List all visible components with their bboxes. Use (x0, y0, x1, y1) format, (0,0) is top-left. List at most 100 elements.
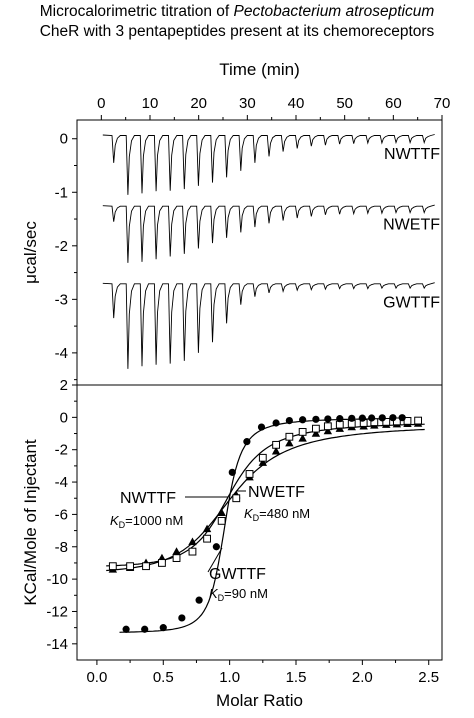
data-point-gwttf (195, 596, 203, 604)
ucal-tick-label: -4 (55, 345, 68, 362)
kcal-tick-label: -10 (46, 571, 68, 588)
kcal-tick-label: -8 (55, 539, 68, 556)
chart-title-line1-organism: Pectobacterium atrosepticum (233, 3, 435, 20)
data-point-nwetf (217, 516, 226, 525)
data-point-gwttf (348, 414, 356, 422)
data-point-nwetf (312, 424, 320, 433)
isotherm-frame (76, 384, 443, 661)
data-point-gwttf (243, 438, 251, 446)
ratio-axis-label: Molar Ratio (216, 691, 303, 710)
ratio-tick-label: 2.0 (352, 669, 373, 686)
thermogram-series-label: NWETF (383, 217, 440, 234)
data-point-nwttf (271, 446, 281, 455)
kd-annotation-nwttf: KD=1000 nM (110, 513, 183, 530)
data-point-gwttf (228, 468, 236, 476)
thermogram-trace-nwttf (102, 134, 435, 195)
ucal-tick-label: -3 (55, 291, 68, 308)
data-point-nwetf (298, 428, 307, 436)
thermogram-trace-nwetf (102, 204, 435, 263)
time-tick-label: 50 (336, 95, 353, 112)
data-point-nwetf (258, 453, 267, 462)
kd-annotation-nwetf: KD=480 nM (244, 506, 310, 523)
time-axis-label: Time (min) (219, 60, 300, 79)
series-annotation-nwttf: NWTTF (120, 490, 176, 507)
ucal-tick-label: -1 (55, 184, 68, 201)
thermogram-trace-gwttf (102, 282, 435, 369)
data-point-nwetf (126, 562, 134, 571)
ratio-tick-label: 0.0 (86, 669, 107, 686)
ratio-tick-label: 1.0 (219, 669, 240, 686)
data-point-nwetf (142, 562, 150, 571)
thermogram-panel: 0 10 20 30 40 50 60 70 Time (min) 0 -1 -2 -3 -4 μcal/s… (21, 60, 451, 386)
time-tick-label: 40 (288, 95, 305, 112)
time-tick-label: 10 (142, 95, 159, 112)
data-point-nwetf (285, 432, 294, 441)
chart-title: Microcalorimetric titration of Pectobact… (0, 2, 474, 42)
time-tick-label: 70 (434, 95, 451, 112)
annotation-leader-gwttf (207, 547, 223, 573)
ratio-tick-label: 2.5 (418, 669, 439, 686)
kcal-tick-label: -4 (55, 474, 68, 491)
data-point-nwetf (323, 422, 332, 431)
series-annotation-gwttf: GWTTF (209, 566, 266, 583)
ucal-tick-label: -2 (55, 238, 68, 255)
data-point-nwetf (392, 417, 401, 426)
kd-annotation-gwttf: KD=90 nM (209, 586, 268, 603)
kcal-axis-label: KCal/Mole of Injectant (21, 439, 40, 606)
kcal-tick-label: -12 (46, 603, 68, 620)
data-point-gwttf (378, 414, 386, 422)
data-point-nwetf (158, 559, 166, 567)
data-point-nwttf (298, 433, 307, 442)
data-point-gwttf (389, 414, 397, 422)
data-point-gwttf (324, 415, 332, 423)
data-point-gwttf (141, 625, 149, 633)
thermogram-series-label: NWTTF (384, 146, 440, 163)
data-point-nwttf (258, 458, 268, 466)
binding-isotherm-panel: 2 0 -2 -4 -6 -8 -10 -12 -14 0.0 0.5 1.0 1.5 2.0 2.5 Mol… (21, 377, 443, 710)
data-point-gwttf (122, 625, 130, 633)
data-point-nwetf (414, 416, 423, 425)
data-point-nwetf (232, 494, 241, 503)
data-point-nwttf (188, 537, 197, 546)
data-point-gwttf (178, 614, 186, 622)
kcal-tick-label: -6 (55, 506, 68, 523)
data-point-nwetf (188, 547, 197, 556)
data-point-nwetf (108, 562, 117, 571)
time-tick-label: 30 (239, 95, 256, 112)
data-point-gwttf (272, 419, 280, 427)
data-point-nwetf (382, 417, 391, 426)
kcal-tick-label: 2 (60, 377, 68, 394)
ucal-axis-label: μcal/sec (21, 221, 40, 284)
data-point-nwttf (217, 508, 226, 516)
time-tick-label: 60 (385, 95, 402, 112)
data-point-nwttf (311, 429, 321, 437)
data-point-gwttf (285, 416, 293, 425)
data-point-gwttf (299, 416, 307, 424)
data-point-nwetf (335, 420, 344, 429)
data-point-nwttf (172, 547, 181, 555)
data-point-nwttf (202, 524, 212, 533)
data-point-gwttf (368, 414, 376, 422)
chart-title-line2: CheR with 3 pentapeptides present at its… (39, 23, 435, 40)
data-point-nwetf (272, 440, 280, 449)
ratio-tick-label: 1.5 (286, 669, 307, 686)
time-tick-label: 0 (97, 95, 105, 112)
ratio-tick-label: 0.5 (153, 669, 174, 686)
data-point-gwttf (398, 414, 406, 422)
data-point-gwttf (257, 423, 266, 431)
ucal-tick-label: 0 (60, 131, 68, 148)
data-point-nwttf (323, 426, 333, 435)
data-point-nwttf (285, 438, 294, 447)
data-point-gwttf (358, 414, 366, 422)
data-point-gwttf (336, 415, 344, 423)
data-point-nwetf (245, 470, 254, 478)
kcal-tick-label: -14 (46, 636, 68, 653)
data-point-gwttf (212, 543, 220, 551)
data-point-nwetf (172, 554, 181, 562)
data-point-nwetf (403, 417, 412, 425)
data-point-nwetf (203, 534, 211, 543)
kcal-tick-label: 0 (60, 409, 68, 426)
series-annotation-nwetf: NWETF (248, 484, 305, 501)
thermogram-series-label: GWTTF (383, 294, 440, 311)
